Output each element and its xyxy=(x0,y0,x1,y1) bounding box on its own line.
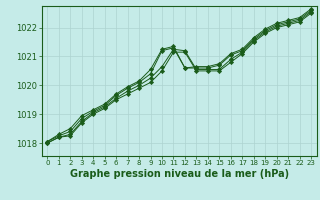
X-axis label: Graphe pression niveau de la mer (hPa): Graphe pression niveau de la mer (hPa) xyxy=(70,169,289,179)
